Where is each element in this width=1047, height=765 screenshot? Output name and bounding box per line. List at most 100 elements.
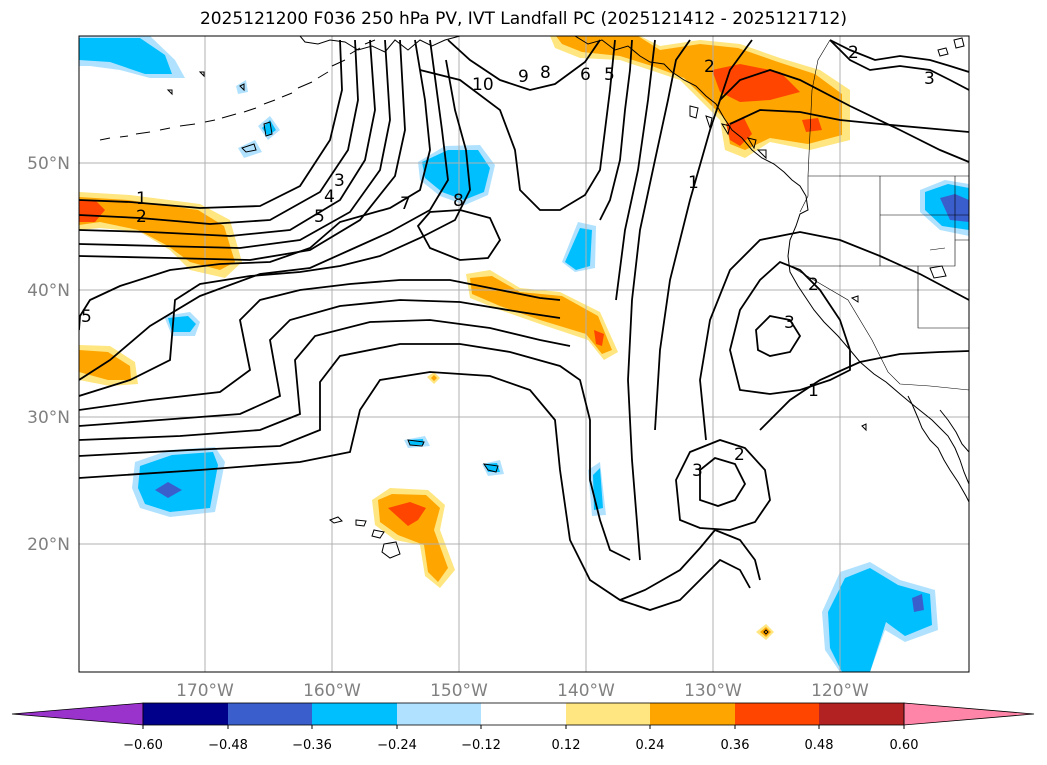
shade-positive — [79, 197, 235, 270]
contour-line — [654, 39, 753, 431]
borders — [789, 39, 969, 391]
colorbar: −0.60 −0.48 −0.36 −0.24 −0.12 0.12 0.24 … — [11, 702, 1035, 753]
colorbar-segment — [228, 703, 312, 725]
contour-line — [79, 39, 449, 381]
colorbar-tick-label: 0.36 — [721, 738, 750, 753]
contour-line — [79, 39, 343, 209]
shade-negative — [79, 38, 172, 74]
longitude-label: 160°W — [303, 681, 361, 701]
contour-label: 1 — [136, 189, 147, 209]
contour-line — [79, 319, 571, 441]
contour-label: 3 — [784, 313, 795, 333]
colorbar-segment — [735, 703, 819, 725]
contour-label: 9 — [518, 67, 529, 87]
shade-negative-light — [236, 80, 248, 94]
contour-line — [79, 39, 376, 237]
colorbar-tick-label: −0.48 — [208, 738, 248, 753]
contour-line — [599, 39, 633, 221]
contour-label: 2 — [808, 275, 819, 295]
latitude-label: 50°N — [27, 154, 70, 174]
pv-contours — [79, 39, 969, 611]
colorbar-tick-label: 0.24 — [636, 738, 665, 753]
longitude-axis: 170°W 160°W 150°W 140°W 130°W 120°W — [176, 681, 869, 701]
contour-label: 8 — [540, 63, 551, 83]
contour-line — [619, 528, 761, 601]
contour-line — [699, 231, 969, 441]
latitude-label: 40°N — [27, 281, 70, 301]
contour-line — [419, 39, 616, 211]
shade-positive-strong — [726, 118, 752, 146]
latitude-label: 30°N — [27, 408, 70, 428]
map-area: 1 2 3 4 5 7 8 10 9 8 6 5 2 1 2 2 3 3 2 3… — [79, 36, 969, 672]
longitude-label: 150°W — [430, 681, 488, 701]
colorbar-segment — [481, 703, 566, 725]
colorbar-tick-label: 0.48 — [805, 738, 834, 753]
colorbar-segment — [566, 703, 650, 725]
longitude-label: 120°W — [811, 681, 869, 701]
contour-line — [829, 39, 969, 73]
colorbar-extend-left — [11, 702, 144, 726]
contour-line — [416, 209, 502, 261]
shade-positive — [378, 494, 448, 582]
shade-negative-strong — [155, 482, 182, 498]
contour-line — [79, 371, 751, 611]
colorbar-segment — [143, 703, 228, 725]
contour-line — [79, 279, 561, 411]
shade-negative — [138, 452, 218, 512]
contour-label: 3 — [924, 69, 935, 89]
contour-label: 5 — [314, 207, 325, 227]
contour-label: 3 — [692, 461, 703, 481]
contour-line — [729, 260, 851, 395]
shade-negative — [565, 228, 592, 270]
contour-line — [699, 457, 747, 507]
contour-label: 2 — [704, 57, 715, 77]
colorbar-tick-label: 0.60 — [890, 738, 919, 753]
colorbar-tick-label: 0.12 — [552, 738, 581, 753]
contour-label: 5 — [81, 307, 92, 327]
map-frame — [78, 35, 970, 673]
contour-line — [755, 315, 802, 357]
contour-label: 1 — [808, 381, 819, 401]
shade-positive — [556, 36, 842, 150]
contour-label: 4 — [324, 187, 335, 207]
shade-negative — [168, 316, 196, 332]
contour-line — [729, 109, 969, 133]
shade-positive-strong — [594, 330, 604, 346]
contour-label: 1 — [688, 173, 699, 193]
contour-label: 7 — [400, 194, 411, 214]
contour-line — [627, 39, 691, 561]
contour-line — [79, 39, 359, 225]
colorbar-tick-label: −0.36 — [292, 738, 332, 753]
latitude-label: 20°N — [27, 535, 70, 555]
colorbar-tick-label: −0.60 — [123, 738, 163, 753]
shade-positive-strong — [802, 118, 822, 132]
shade-negative — [828, 568, 932, 672]
colorbar-segment — [650, 703, 735, 725]
shade-negative-strong — [912, 594, 924, 612]
shade-positive — [431, 375, 437, 381]
longitude-label: 130°W — [684, 681, 742, 701]
contour-line — [759, 350, 969, 431]
contour-label: 5 — [604, 65, 615, 85]
colorbar-tick-label: −0.12 — [461, 738, 501, 753]
contour-label: 6 — [580, 65, 591, 85]
contour-line — [79, 299, 561, 427]
contour-line — [615, 39, 656, 301]
shade-positive-strong — [388, 502, 426, 526]
contour-line — [79, 39, 391, 249]
shade-negative-light — [238, 140, 262, 158]
latitude-axis: 50°N 40°N 30°N 20°N — [27, 154, 70, 555]
colorbar-ticks — [142, 725, 905, 729]
contour-line — [79, 39, 431, 331]
contour-label: 3 — [334, 171, 345, 191]
contour-line — [79, 343, 631, 561]
colorbar-segment — [819, 703, 904, 725]
contour-line — [675, 439, 771, 531]
contour-label: 8 — [453, 191, 464, 211]
map-title: 2025121200 F036 250 hPa PV, IVT Landfall… — [199, 9, 847, 29]
contour-line — [79, 59, 471, 397]
colorbar-segment — [312, 703, 397, 725]
contour-line — [447, 39, 601, 91]
contour-line — [79, 39, 406, 261]
